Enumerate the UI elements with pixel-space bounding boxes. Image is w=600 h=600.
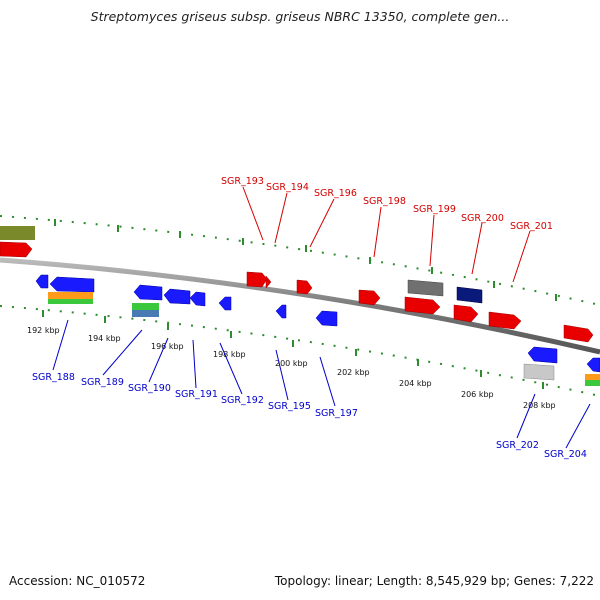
feature-block-green: [585, 380, 600, 386]
leader-line: [471, 222, 483, 275]
leader-line: [52, 319, 69, 371]
forward-strand-genes: [0, 241, 594, 343]
upper-ruler-line: [0, 215, 600, 306]
gene-label-sgr-199[interactable]: SGR_199: [413, 204, 456, 215]
reverse-gene-arrow[interactable]: [133, 284, 163, 301]
forward-gene-arrow[interactable]: [453, 304, 479, 323]
reverse-gene-arrow[interactable]: [275, 304, 287, 319]
forward-gene-arrow[interactable]: [0, 241, 33, 258]
tick-label-204: 204 kbp: [399, 379, 432, 388]
other-features-lower: [48, 292, 600, 386]
lower-scale-ruler: [0, 305, 600, 397]
reverse-strand-genes: [35, 274, 600, 373]
leader-line: [373, 206, 382, 258]
tick-label-194: 194 kbp: [88, 334, 121, 343]
reverse-gene-arrow[interactable]: [49, 276, 95, 293]
reverse-gene-arrow[interactable]: [218, 296, 232, 311]
leader-line: [148, 337, 169, 383]
reverse-gene-arrow[interactable]: [315, 310, 338, 327]
genome-backbone: [0, 257, 600, 355]
forward-gene-arrow[interactable]: [404, 296, 441, 315]
gene-label-sgr-189[interactable]: SGR_189: [81, 377, 124, 388]
leader-line: [274, 192, 288, 244]
feature-block-silver: [523, 363, 555, 381]
gene-label-sgr-200[interactable]: SGR_200: [461, 213, 504, 224]
reverse-gene-labels: SGR_188 SGR_189 SGR_190 SGR_191 SGR_192 …: [32, 372, 587, 460]
feature-block-gray: [407, 279, 444, 297]
feature-block-olive: [0, 226, 35, 240]
genome-title: Streptomyces griseus subsp. griseus NBRC…: [90, 9, 510, 24]
reverse-gene-arrow[interactable]: [35, 274, 49, 289]
gene-label-sgr-191[interactable]: SGR_191: [175, 389, 218, 400]
leader-line: [565, 403, 591, 449]
leader-line: [319, 356, 336, 407]
leader-line: [309, 198, 335, 248]
reverse-gene-arrow[interactable]: [586, 357, 600, 373]
leader-line: [512, 230, 531, 283]
gene-label-sgr-194[interactable]: SGR_194: [266, 182, 309, 193]
leader-line: [516, 393, 536, 439]
feature-block-navy: [456, 286, 483, 304]
feature-block-green: [48, 299, 93, 304]
gene-label-sgr-195[interactable]: SGR_195: [268, 401, 311, 412]
gene-label-sgr-197[interactable]: SGR_197: [315, 408, 358, 419]
forward-gene-arrow[interactable]: [488, 311, 522, 330]
gene-label-sgr-196[interactable]: SGR_196: [314, 188, 357, 199]
gene-label-sgr-198[interactable]: SGR_198: [363, 196, 406, 207]
forward-gene-arrow[interactable]: [358, 289, 381, 306]
tick-label-208: 208 kbp: [523, 401, 556, 410]
leader-line: [192, 339, 197, 389]
gene-label-sgr-204[interactable]: SGR_204: [544, 449, 587, 460]
tick-label-196: 196 kbp: [151, 342, 184, 351]
forward-gene-labels: SGR_193 SGR_194 SGR_196 SGR_198 SGR_199 …: [221, 176, 553, 232]
reverse-label-leaders: [52, 319, 591, 449]
gene-label-sgr-202[interactable]: SGR_202: [496, 440, 539, 451]
feature-block-steel: [132, 310, 159, 317]
leader-line: [102, 329, 143, 376]
feature-block-orange: [48, 292, 93, 299]
gene-label-sgr-193[interactable]: SGR_193: [221, 176, 264, 187]
gene-label-sgr-190[interactable]: SGR_190: [128, 383, 171, 394]
reverse-gene-arrow[interactable]: [527, 346, 558, 364]
tick-label-206: 206 kbp: [461, 390, 494, 399]
leader-line: [242, 186, 264, 241]
feature-block-orange: [585, 374, 600, 380]
tick-label-202: 202 kbp: [337, 368, 370, 377]
reverse-gene-arrow[interactable]: [163, 288, 191, 305]
tick-label-198: 198 kbp: [213, 350, 246, 359]
leader-line: [429, 214, 435, 267]
forward-gene-arrow[interactable]: [265, 275, 272, 289]
other-features-upper: [0, 226, 483, 304]
lower-ruler-line: [0, 305, 600, 397]
gene-label-sgr-188[interactable]: SGR_188: [32, 372, 75, 383]
upper-scale-ruler: [0, 215, 600, 306]
tick-label-200: 200 kbp: [275, 359, 308, 368]
reverse-gene-arrow[interactable]: [189, 291, 206, 307]
leader-line: [219, 342, 243, 395]
forward-gene-arrow[interactable]: [246, 271, 268, 288]
scale-tick-labels: 192 kbp 194 kbp 196 kbp 198 kbp 200 kbp …: [27, 326, 556, 410]
forward-label-leaders: [242, 186, 531, 283]
forward-gene-arrow[interactable]: [296, 279, 313, 295]
accession-label: Accession: NC_010572: [9, 574, 146, 588]
forward-gene-arrow[interactable]: [563, 324, 594, 343]
tick-label-192: 192 kbp: [27, 326, 60, 335]
gene-label-sgr-201[interactable]: SGR_201: [510, 221, 553, 232]
leader-line: [275, 349, 289, 401]
gene-label-sgr-192[interactable]: SGR_192: [221, 395, 264, 406]
feature-block-green: [132, 303, 159, 310]
genome-summary-label: Topology: linear; Length: 8,545,929 bp; …: [274, 574, 594, 588]
